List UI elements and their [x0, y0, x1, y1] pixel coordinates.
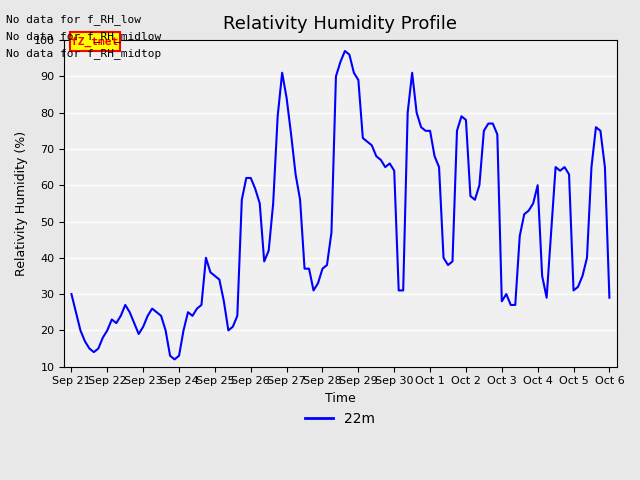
Title: Relativity Humidity Profile: Relativity Humidity Profile [223, 15, 458, 33]
Text: No data for f_RH_midtop: No data for f_RH_midtop [6, 48, 162, 59]
FancyBboxPatch shape [70, 33, 120, 51]
X-axis label: Time: Time [325, 392, 356, 405]
Text: fZ_tmet: fZ_tmet [71, 37, 118, 47]
Text: No data for f_RH_midlow: No data for f_RH_midlow [6, 31, 162, 42]
Text: No data for f_RH_low: No data for f_RH_low [6, 14, 141, 25]
Legend: 22m: 22m [300, 407, 381, 432]
Y-axis label: Relativity Humidity (%): Relativity Humidity (%) [15, 131, 28, 276]
